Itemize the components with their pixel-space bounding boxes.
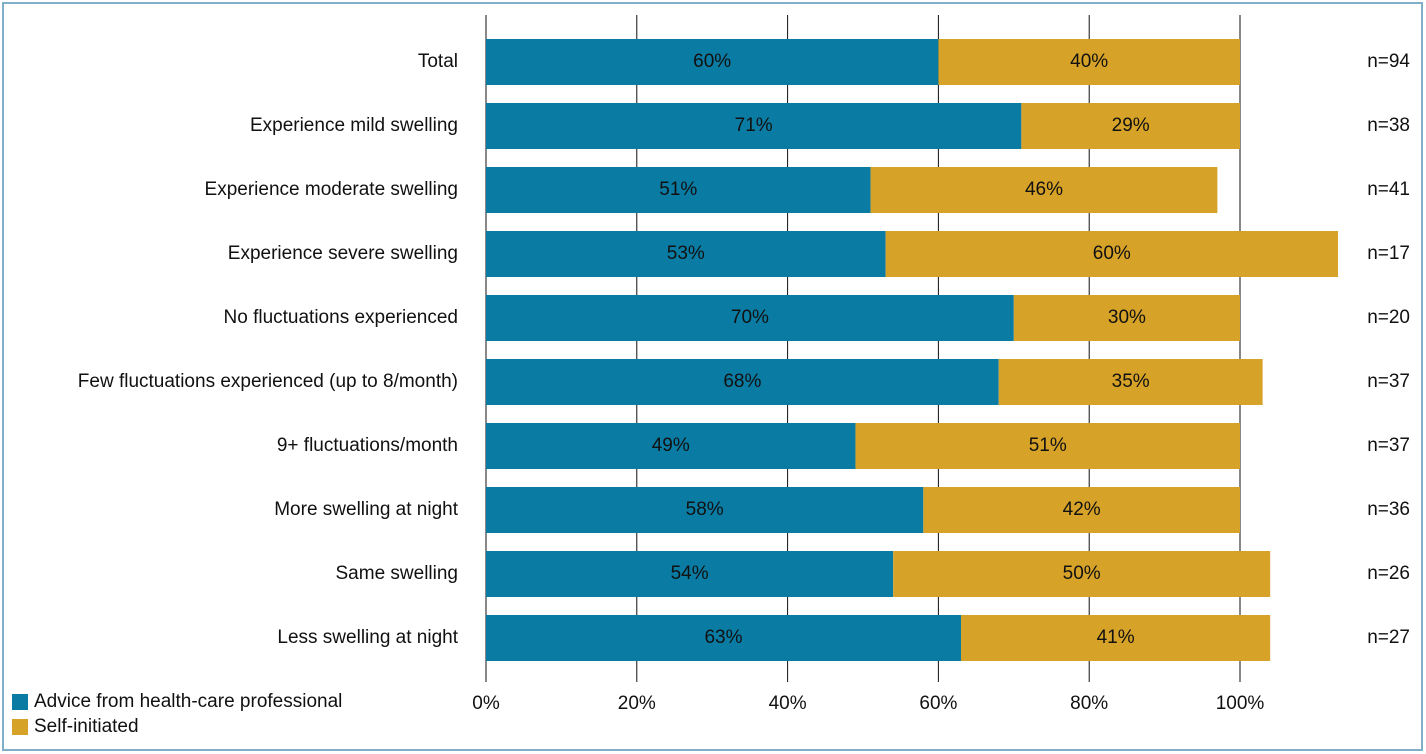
value-label: 40% xyxy=(1070,51,1108,72)
sample-size: n=20 xyxy=(1367,307,1410,328)
x-tick-label: 100% xyxy=(1216,693,1265,714)
legend-swatch xyxy=(12,694,28,710)
legend-label: Advice from health-care professional xyxy=(34,691,342,712)
bar-segment xyxy=(893,551,1271,597)
sample-size: n=41 xyxy=(1367,179,1410,200)
bar-segment xyxy=(486,359,999,405)
value-label: 68% xyxy=(723,371,761,392)
value-label: 54% xyxy=(671,563,709,584)
value-label: 53% xyxy=(667,243,705,264)
category-label: Less swelling at night xyxy=(277,627,458,648)
bar-segment xyxy=(1013,295,1240,341)
value-label: 30% xyxy=(1108,307,1146,328)
bar-segment xyxy=(486,487,924,533)
value-label: 58% xyxy=(686,499,724,520)
value-label: 29% xyxy=(1112,115,1150,136)
sample-size: n=37 xyxy=(1367,435,1410,456)
x-tick-label: 60% xyxy=(919,693,957,714)
legend-label: Self-initiated xyxy=(34,716,139,737)
category-label: Total xyxy=(418,51,458,72)
sample-size: n=38 xyxy=(1367,115,1410,136)
value-label: 49% xyxy=(652,435,690,456)
bar-segment xyxy=(938,39,1240,85)
value-label: 50% xyxy=(1063,563,1101,584)
sample-size: n=26 xyxy=(1367,563,1410,584)
bar-segment xyxy=(486,551,894,597)
bar-segment xyxy=(486,423,856,469)
value-label: 71% xyxy=(735,115,773,136)
x-tick-label: 20% xyxy=(618,693,656,714)
bar-segment xyxy=(1021,103,1240,149)
category-label: Few fluctuations experienced (up to 8/mo… xyxy=(78,371,458,392)
sample-size: n=27 xyxy=(1367,627,1410,648)
bar-segment xyxy=(998,359,1263,405)
bar-segment xyxy=(923,487,1240,533)
category-label: Experience severe swelling xyxy=(228,243,458,264)
bar-segment xyxy=(486,295,1014,341)
value-label: 70% xyxy=(731,307,769,328)
value-label: 41% xyxy=(1097,627,1135,648)
category-label: 9+ fluctuations/month xyxy=(277,435,458,456)
category-label: Experience mild swelling xyxy=(250,115,458,136)
sample-size: n=94 xyxy=(1367,51,1410,72)
bar-segment xyxy=(961,615,1271,661)
value-label: 35% xyxy=(1112,371,1150,392)
category-label: Experience moderate swelling xyxy=(205,179,458,200)
bar-segment xyxy=(486,231,886,277)
value-label: 51% xyxy=(659,179,697,200)
category-label: Same swelling xyxy=(336,563,459,584)
x-tick-label: 0% xyxy=(472,693,500,714)
bar-segment xyxy=(486,39,939,85)
bar-segment xyxy=(885,231,1339,277)
value-label: 51% xyxy=(1029,435,1067,456)
sample-size: n=17 xyxy=(1367,243,1410,264)
value-label: 63% xyxy=(704,627,742,648)
bar-segment xyxy=(486,615,962,661)
x-tick-label: 40% xyxy=(769,693,807,714)
legend-swatch xyxy=(12,719,28,735)
bar-segment xyxy=(855,423,1240,469)
bar-segment xyxy=(486,103,1022,149)
value-label: 60% xyxy=(1093,243,1131,264)
value-label: 42% xyxy=(1063,499,1101,520)
sample-size: n=36 xyxy=(1367,499,1410,520)
bar-segment xyxy=(486,167,871,213)
value-label: 60% xyxy=(693,51,731,72)
x-tick-label: 80% xyxy=(1070,693,1108,714)
category-label: More swelling at night xyxy=(274,499,458,520)
bar-segment xyxy=(870,167,1218,213)
sample-size: n=37 xyxy=(1367,371,1410,392)
category-label: No fluctuations experienced xyxy=(224,307,458,328)
value-label: 46% xyxy=(1025,179,1063,200)
